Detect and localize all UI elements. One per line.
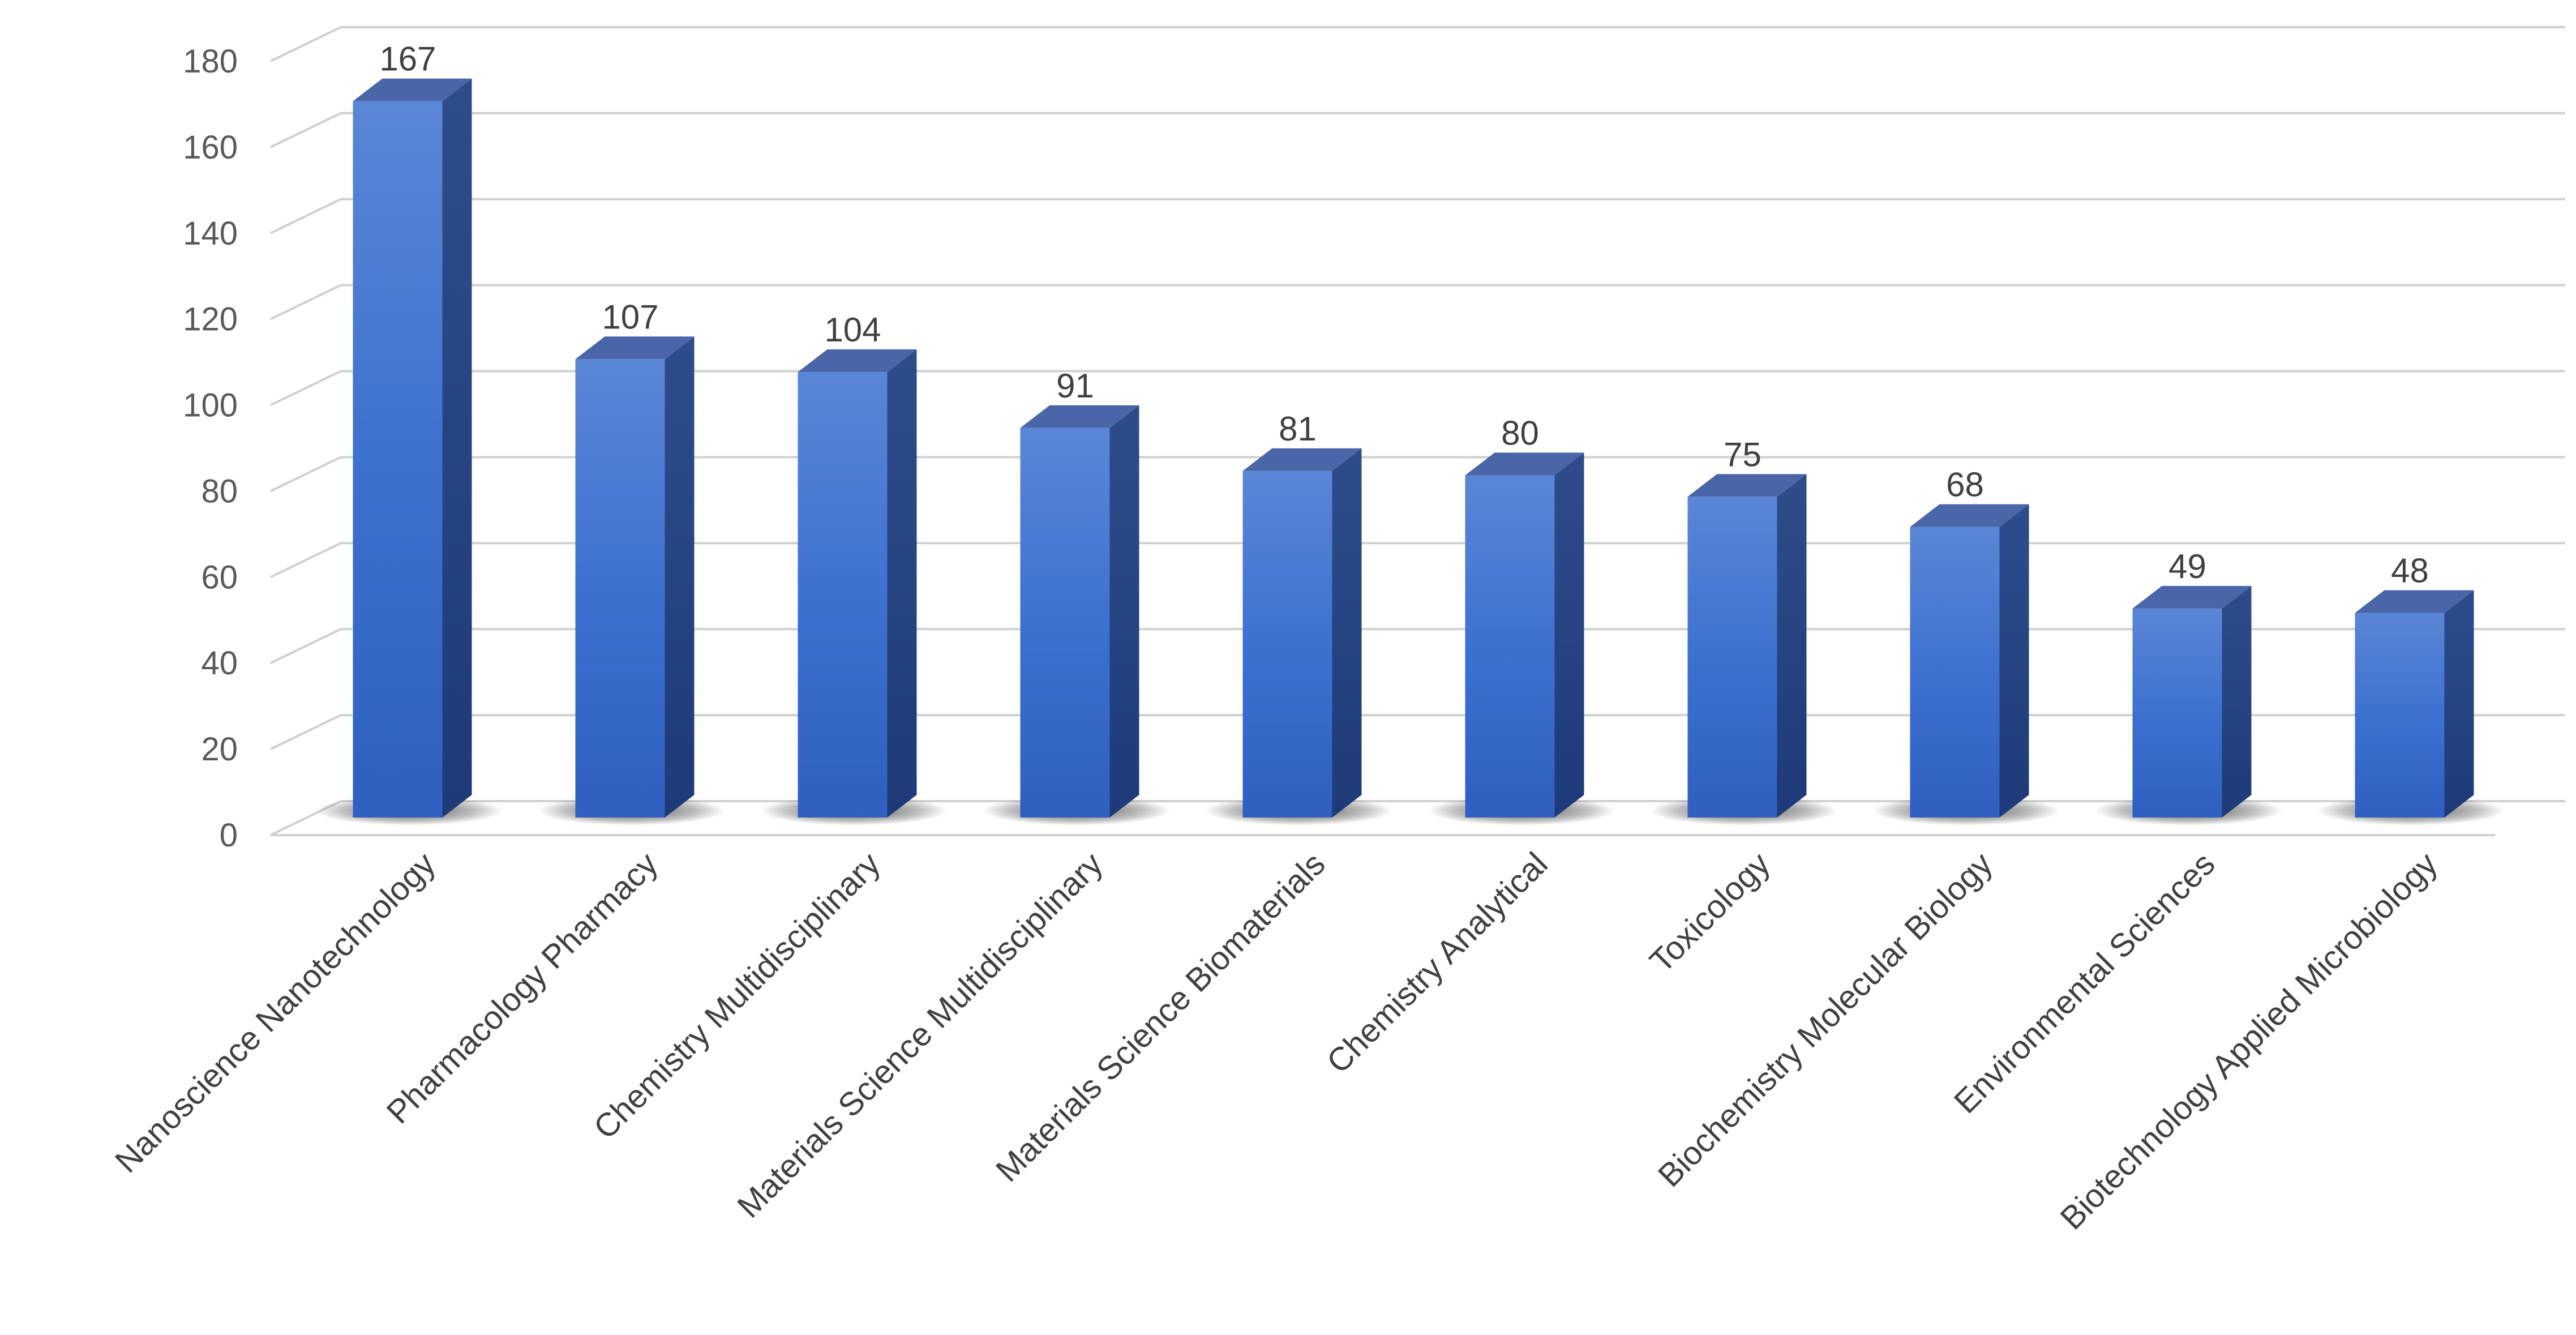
bar-top-face <box>353 78 472 101</box>
bar-top-face <box>798 349 917 373</box>
x-category-label: Toxicology <box>1643 845 1777 979</box>
bar <box>1242 448 1362 818</box>
data-label: 75 <box>1724 435 1761 473</box>
x-category-label: Biotechnology Applied Microbiology <box>2054 845 2445 1236</box>
y-tick-label: 80 <box>201 473 238 510</box>
bar <box>1020 405 1139 818</box>
data-label: 107 <box>602 298 658 336</box>
bar-side-face <box>1999 504 2029 818</box>
bar-front-face <box>575 359 665 818</box>
x-category-label: Nanoscience Nanotechnology <box>108 845 443 1180</box>
bar <box>1910 504 2029 818</box>
data-label: 49 <box>2168 547 2206 585</box>
bar-side-face <box>1777 474 1807 818</box>
bar <box>1465 452 1584 818</box>
bar-side-face <box>2444 590 2474 818</box>
data-label: 81 <box>1279 410 1317 448</box>
gridline-diagonal <box>270 628 341 665</box>
bar <box>2132 585 2252 818</box>
bar-front-face <box>798 372 888 818</box>
data-label: 104 <box>824 311 881 349</box>
y-tick-label: 60 <box>201 559 238 596</box>
data-label: 167 <box>379 40 436 78</box>
bar-side-face <box>2222 585 2252 818</box>
bar-top-face <box>575 336 695 360</box>
x-category-label: Environmental Sciences <box>1947 845 2222 1120</box>
x-category-label: Chemistry Analytical <box>1319 845 1554 1080</box>
bar-top-face <box>1910 504 2029 527</box>
bars <box>353 78 2474 818</box>
gridline-diagonal <box>270 370 341 407</box>
gridline-diagonal <box>270 714 341 750</box>
bar <box>798 349 917 818</box>
y-tick-label: 120 <box>183 301 238 338</box>
bar-front-face <box>2132 608 2222 818</box>
bar <box>575 336 695 818</box>
gridline-diagonal <box>270 542 341 579</box>
gridline-diagonal <box>270 456 341 493</box>
bar-top-face <box>2132 585 2252 609</box>
data-label: 91 <box>1056 367 1094 405</box>
bar-side-face <box>1109 405 1139 818</box>
y-tick-label: 0 <box>220 817 238 854</box>
bar <box>1687 474 1807 818</box>
bar-front-face <box>1020 427 1110 818</box>
y-tick-label: 100 <box>183 387 238 424</box>
bar-top-face <box>1687 474 1807 497</box>
bar-front-face <box>353 101 443 818</box>
gridline-diagonal <box>270 112 341 148</box>
y-tick-label: 140 <box>183 215 238 252</box>
y-tick-label: 20 <box>201 731 238 768</box>
gridline-diagonal <box>270 26 341 62</box>
bar-front-face <box>1465 475 1555 818</box>
data-label: 80 <box>1501 414 1539 452</box>
bar-front-face <box>1687 497 1777 818</box>
bar-top-face <box>2355 590 2474 613</box>
bar <box>353 78 472 818</box>
bar-front-face <box>1910 527 2000 818</box>
bar <box>2355 590 2474 818</box>
gridline-diagonal <box>270 284 341 320</box>
y-axis-tick-labels: 0 20 40 60 80 100 120 140 160 180 <box>183 43 238 854</box>
bar-front-face <box>1242 470 1332 818</box>
gridline-diagonal <box>270 198 341 234</box>
y-tick-label: 40 <box>201 645 238 682</box>
bar-side-face <box>442 78 472 818</box>
bar-front-face <box>2355 613 2445 818</box>
bar-top-face <box>1020 405 1139 428</box>
bar-side-face <box>887 349 917 818</box>
bar-side-face <box>1332 448 1362 818</box>
data-label: 68 <box>1946 466 1984 504</box>
data-labels: 167 107 104 91 81 80 75 68 49 48 <box>379 40 2428 590</box>
bar-top-face <box>1242 448 1362 471</box>
x-category-label: Materials Science Multidisciplinary <box>730 845 1109 1225</box>
data-label: 48 <box>2391 551 2429 589</box>
bar-side-face <box>665 336 695 818</box>
y-tick-label: 180 <box>183 43 238 80</box>
bar-top-face <box>1465 452 1584 476</box>
y-tick-label: 160 <box>183 129 238 166</box>
gridlines <box>270 26 2565 836</box>
bar-side-face <box>1554 452 1584 818</box>
